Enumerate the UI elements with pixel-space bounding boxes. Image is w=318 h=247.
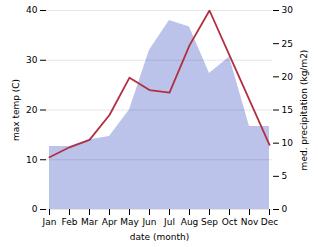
- svg-text:Jul: Jul: [163, 217, 175, 227]
- svg-text:0: 0: [282, 204, 288, 214]
- svg-text:med. precipitation (kg/m2): med. precipitation (kg/m2): [299, 50, 309, 171]
- svg-text:Mar: Mar: [81, 217, 98, 227]
- svg-text:20: 20: [26, 105, 38, 115]
- svg-text:10: 10: [282, 138, 294, 148]
- svg-text:max temp (C): max temp (C): [11, 79, 21, 141]
- svg-text:Jan: Jan: [42, 217, 57, 227]
- svg-text:Feb: Feb: [62, 217, 78, 227]
- svg-text:0: 0: [32, 204, 38, 214]
- svg-text:May: May: [120, 217, 139, 227]
- svg-text:Jun: Jun: [141, 217, 156, 227]
- svg-text:15: 15: [282, 105, 293, 115]
- svg-text:20: 20: [282, 72, 294, 82]
- svg-text:30: 30: [282, 5, 294, 15]
- svg-text:40: 40: [26, 5, 38, 15]
- svg-text:Aug: Aug: [181, 217, 199, 227]
- svg-text:Dec: Dec: [261, 217, 278, 227]
- svg-text:Oct: Oct: [222, 217, 238, 227]
- svg-text:date (month): date (month): [130, 232, 189, 242]
- svg-text:Nov: Nov: [241, 217, 259, 227]
- svg-text:10: 10: [26, 155, 38, 165]
- svg-text:Sep: Sep: [201, 217, 218, 227]
- svg-text:Apr: Apr: [102, 217, 118, 227]
- svg-text:5: 5: [282, 171, 288, 181]
- svg-text:30: 30: [26, 55, 38, 65]
- svg-text:25: 25: [282, 39, 293, 49]
